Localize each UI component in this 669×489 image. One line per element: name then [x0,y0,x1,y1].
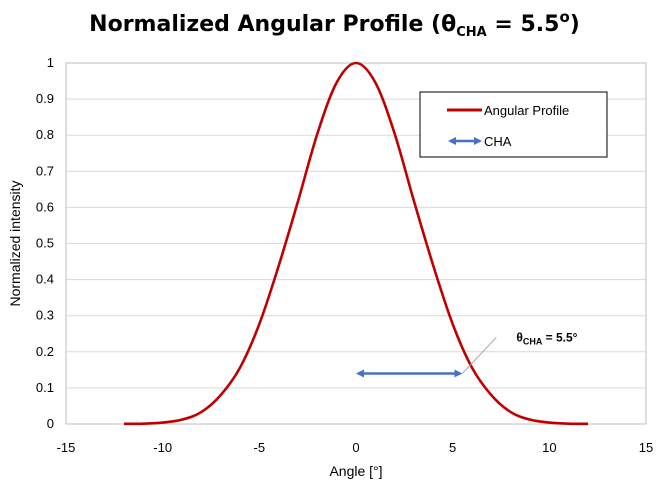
data-point [316,133,318,135]
x-tick-label: -15 [57,440,76,455]
legend-label-cha: CHA [484,134,512,149]
legend: Angular Profile CHA [419,91,608,158]
y-tick-label: 1 [47,55,54,70]
chart-title-close: ) [569,12,580,37]
data-point [490,394,492,396]
y-tick-label: 0 [47,416,54,431]
chart-title-main: Normalized Angular Profile (θ [89,12,457,37]
annotation-suffix: = 5.5° [542,330,577,344]
legend-box [419,91,608,158]
annotation-subscript: CHA [523,336,543,346]
chart-title-superscript: o [559,8,570,26]
cha-annotation-label: θCHA = 5.5° [516,330,577,346]
x-tick-label: -5 [254,440,266,455]
y-tick-label: 0.8 [36,127,54,142]
data-point [161,421,163,423]
axis-ticks: 0 0.1 0.2 0.3 0.4 0.5 0.6 0.7 0.8 0.9 1 -15 -10 -5 0 5 1… [36,55,653,455]
data-point [587,423,589,425]
data-point [374,81,376,83]
annotation-prefix: θ [516,330,523,344]
x-tick-label: 10 [542,440,556,455]
y-tick-label: 0.2 [36,344,54,359]
data-point [200,411,202,413]
data-point [219,394,221,396]
x-tick-label: -10 [153,440,172,455]
data-point [277,265,279,267]
y-tick-label: 0.5 [36,236,54,251]
data-point [509,411,511,413]
data-point [335,81,337,83]
series-line-angular-profile [123,61,589,426]
data-point [432,265,434,267]
y-axis-label: Normalized intensity [7,180,23,306]
y-tick-label: 0.9 [36,91,54,106]
data-point [355,62,357,64]
annotation-layer: θCHA = 5.5° [461,330,578,374]
x-axis-label: Angle [°] [329,463,382,479]
data-point [567,422,569,424]
series-layer [123,61,589,426]
y-tick-label: 0.4 [36,272,54,287]
chart-title: Normalized Angular Profile (θCHA = 5.5o) [0,8,669,40]
data-point [239,366,241,368]
data-point [548,421,550,423]
x-tick-label: 0 [352,440,359,455]
annotation-leader-line [461,337,497,374]
data-point [393,133,395,135]
data-point [258,323,260,325]
data-point [529,418,531,420]
y-tick-label: 0.1 [36,380,54,395]
x-tick-label: 5 [449,440,456,455]
y-tick-label: 0.6 [36,199,54,214]
y-tick-label: 0.7 [36,163,54,178]
chart-title-subscript: CHA [456,25,487,40]
x-tick-label: 15 [639,440,653,455]
y-tick-label: 0.3 [36,308,54,323]
data-point [181,418,183,420]
data-point [413,200,415,202]
data-point [297,200,299,202]
data-point [471,366,473,368]
data-point [142,422,144,424]
chart-title-equals: = 5.5 [486,12,560,37]
legend-label-angular-profile: Angular Profile [484,103,569,118]
data-point [451,323,453,325]
data-point [123,423,125,425]
